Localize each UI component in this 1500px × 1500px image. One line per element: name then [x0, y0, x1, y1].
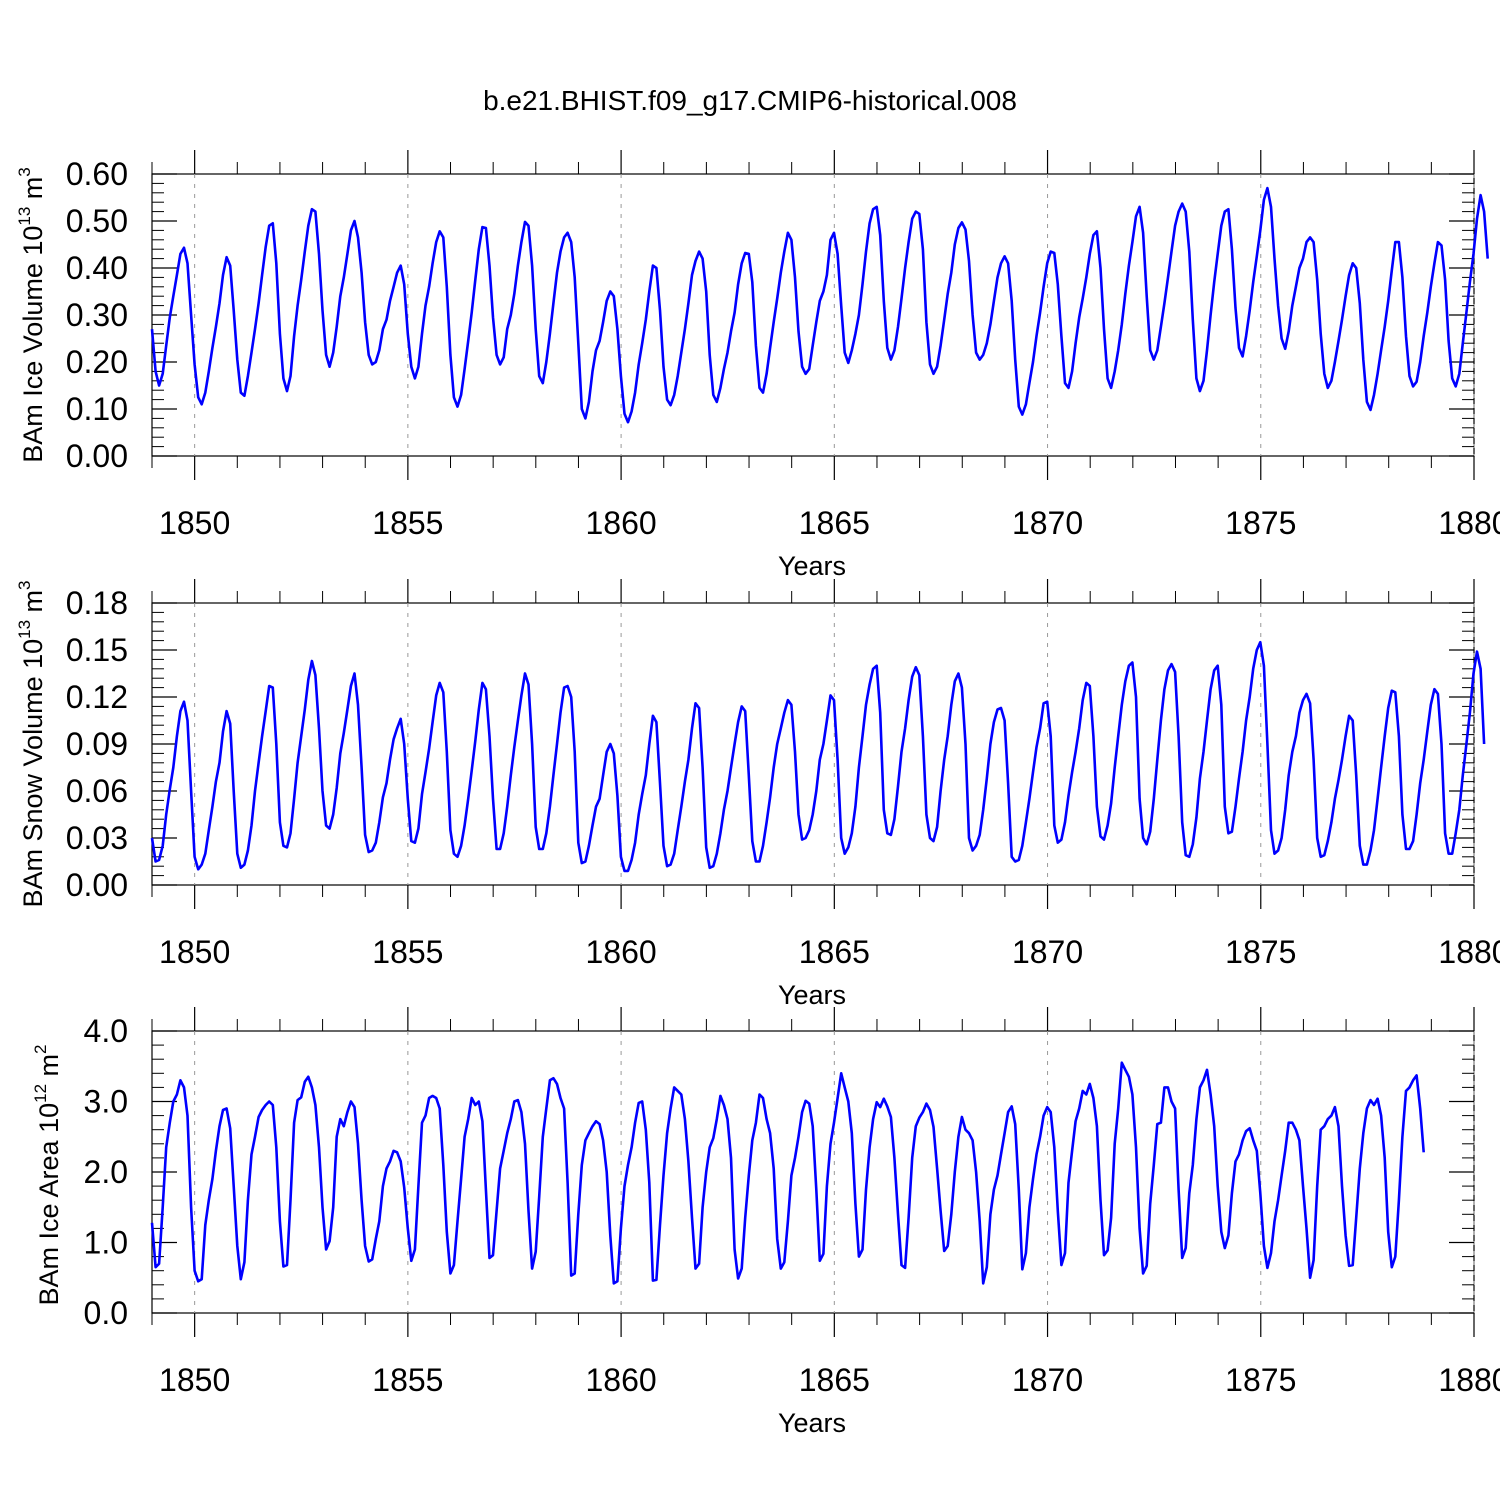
x-tick-label: 1870 — [1012, 934, 1083, 970]
plot-frame — [151, 602, 1475, 886]
x-tick-label: 1850 — [159, 505, 230, 541]
y-tick-label: 0.06 — [66, 773, 128, 809]
y-axis-title: BAm Snow Volume 1013 m3 — [15, 580, 48, 907]
y-tick-label: 0.40 — [66, 250, 128, 286]
x-tick-label: 1865 — [799, 1362, 870, 1398]
series-line — [150, 640, 1486, 873]
x-tick-label: 1870 — [1012, 505, 1083, 541]
plot-frame — [151, 1030, 1475, 1314]
y-tick-label: 0.00 — [66, 438, 128, 474]
y-tick-label: 0.10 — [66, 391, 128, 427]
x-axis-title: Years — [778, 1408, 846, 1438]
y-axis-title: BAm Ice Volume 1013 m3 — [15, 167, 48, 463]
y-tick-labels: 0.0 1.0 2.0 3.0 4.0 — [84, 1013, 128, 1331]
axis-ticks — [151, 150, 1475, 480]
x-tick-label: 1855 — [372, 1362, 443, 1398]
y-tick-label: 0.09 — [66, 726, 128, 762]
y-tick-label: 0.50 — [66, 203, 128, 239]
y-tick-label: 1.0 — [84, 1225, 128, 1261]
y-tick-labels: 0.00 0.10 0.20 0.30 0.40 0.50 0.60 — [66, 156, 128, 474]
y-tick-label: 0.60 — [66, 156, 128, 192]
x-tick-label: 1870 — [1012, 1362, 1083, 1398]
x-tick-label: 1875 — [1225, 934, 1296, 970]
x-axis-title: Years — [778, 551, 846, 581]
axis-ticks — [151, 1007, 1475, 1337]
x-tick-label: 1855 — [372, 505, 443, 541]
series-line — [150, 1061, 1425, 1285]
axis-ticks — [151, 579, 1475, 909]
x-tick-label: 1850 — [159, 934, 230, 970]
x-tick-label: 1860 — [586, 505, 657, 541]
y-tick-label: 0.12 — [66, 679, 128, 715]
y-tick-label: 0.30 — [66, 297, 128, 333]
plot-frame — [151, 173, 1475, 457]
gridlines — [194, 603, 1475, 885]
series-line — [150, 186, 1489, 424]
y-tick-labels: 0.00 0.03 0.06 0.09 0.12 0.15 0.18 — [66, 585, 128, 903]
y-tick-label: 0.15 — [66, 632, 128, 668]
x-tick-label: 1855 — [372, 934, 443, 970]
x-tick-label: 1850 — [159, 1362, 230, 1398]
y-tick-label: 0.18 — [66, 585, 128, 621]
y-tick-label: 0.03 — [66, 820, 128, 856]
y-tick-label: 3.0 — [84, 1084, 128, 1120]
x-tick-label: 1875 — [1225, 505, 1296, 541]
y-tick-label: 0.00 — [66, 867, 128, 903]
x-axis-title: Years — [778, 980, 846, 1010]
x-tick-label: 1875 — [1225, 1362, 1296, 1398]
y-tick-label: 0.20 — [66, 344, 128, 380]
x-tick-label: 1865 — [799, 505, 870, 541]
y-axis-title: BAm Ice Area 1012 m2 — [31, 1045, 64, 1306]
x-tick-label: 1860 — [586, 934, 657, 970]
y-tick-label: 0.0 — [84, 1295, 128, 1331]
x-tick-label: 1865 — [799, 934, 870, 970]
x-tick-label: 1860 — [586, 1362, 657, 1398]
y-tick-label: 4.0 — [84, 1013, 128, 1049]
figure-title: b.e21.BHIST.f09_g17.CMIP6-historical.008 — [483, 85, 1017, 116]
y-tick-label: 2.0 — [84, 1154, 128, 1190]
